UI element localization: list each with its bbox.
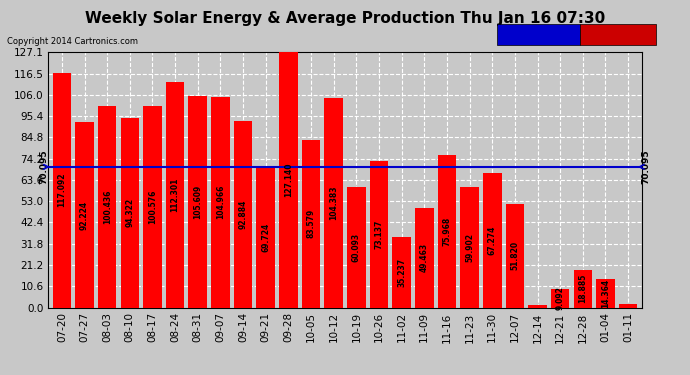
Text: 59.902: 59.902 <box>465 233 474 262</box>
Bar <box>415 208 433 308</box>
Bar <box>188 96 207 308</box>
Text: 112.301: 112.301 <box>170 178 179 212</box>
Text: 105.609: 105.609 <box>193 184 202 219</box>
Bar <box>211 97 230 308</box>
Text: 92.224: 92.224 <box>80 200 89 230</box>
Bar <box>437 155 456 308</box>
Text: 35.237: 35.237 <box>397 258 406 287</box>
Bar <box>75 123 94 308</box>
Text: 67.274: 67.274 <box>488 225 497 255</box>
Text: 100.436: 100.436 <box>103 189 112 224</box>
Bar <box>370 161 388 308</box>
Text: 18.885: 18.885 <box>578 274 587 303</box>
Text: Weekly (kWh): Weekly (kWh) <box>583 29 653 38</box>
Bar <box>52 73 71 308</box>
Bar <box>166 82 184 308</box>
Bar <box>393 237 411 308</box>
Bar <box>506 204 524 308</box>
Bar <box>551 289 569 308</box>
Text: 94.322: 94.322 <box>126 198 135 228</box>
Text: 104.966: 104.966 <box>216 185 225 219</box>
Bar <box>257 168 275 308</box>
Bar <box>144 106 161 308</box>
Text: 127.140: 127.140 <box>284 163 293 197</box>
Text: 70.095: 70.095 <box>39 150 48 184</box>
Bar <box>573 270 592 308</box>
Bar <box>529 305 546 308</box>
Text: 100.576: 100.576 <box>148 189 157 224</box>
Text: 104.383: 104.383 <box>329 186 338 220</box>
Text: Average (kWh): Average (kWh) <box>500 29 575 38</box>
Bar <box>619 304 638 307</box>
Bar <box>324 98 343 308</box>
Bar <box>98 106 117 307</box>
Bar <box>302 140 320 308</box>
Text: Weekly Solar Energy & Average Production Thu Jan 16 07:30: Weekly Solar Energy & Average Production… <box>85 11 605 26</box>
Bar <box>460 188 479 308</box>
Text: 9.092: 9.092 <box>555 286 564 310</box>
Text: 83.579: 83.579 <box>306 209 315 238</box>
Text: 69.724: 69.724 <box>262 223 270 252</box>
Bar <box>121 118 139 308</box>
Bar <box>279 53 297 308</box>
Text: 117.092: 117.092 <box>57 173 66 207</box>
Text: 60.093: 60.093 <box>352 232 361 262</box>
Text: 73.137: 73.137 <box>375 219 384 249</box>
Bar <box>234 121 253 308</box>
Bar <box>483 172 502 308</box>
Bar <box>347 187 366 308</box>
Text: 14.364: 14.364 <box>601 279 610 308</box>
Text: 51.820: 51.820 <box>511 241 520 270</box>
Text: 75.968: 75.968 <box>442 217 451 246</box>
Text: 70.095: 70.095 <box>642 150 651 184</box>
Text: 49.463: 49.463 <box>420 243 428 273</box>
Text: Copyright 2014 Cartronics.com: Copyright 2014 Cartronics.com <box>7 38 138 46</box>
Bar <box>596 279 615 308</box>
Text: 92.884: 92.884 <box>239 200 248 229</box>
